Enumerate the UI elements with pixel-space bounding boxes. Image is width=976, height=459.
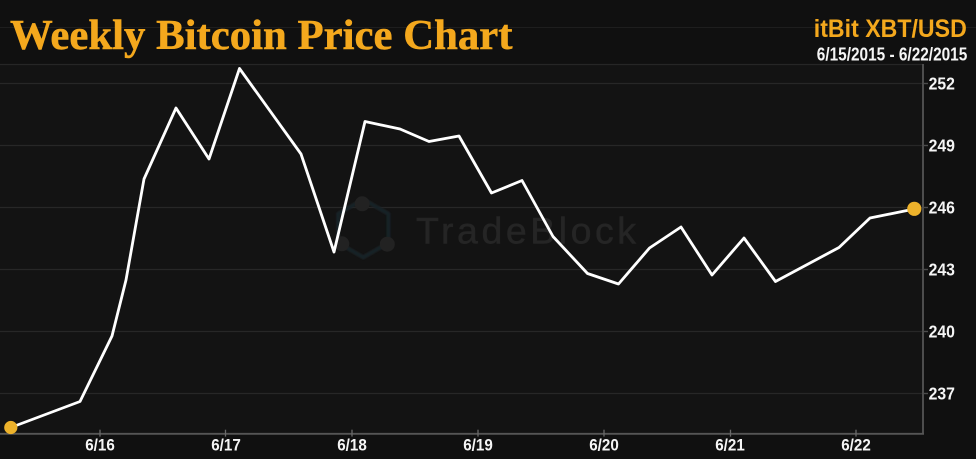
svg-text:6/21: 6/21 [715, 437, 745, 455]
svg-text:6/22: 6/22 [841, 437, 871, 455]
svg-text:6/17: 6/17 [211, 437, 241, 455]
svg-text:252: 252 [929, 73, 956, 93]
svg-text:6/18: 6/18 [337, 437, 367, 455]
svg-text:237: 237 [929, 383, 955, 403]
svg-text:itBit XBT/USD: itBit XBT/USD [814, 15, 967, 43]
svg-text:6/15/2015 - 6/22/2015: 6/15/2015 - 6/22/2015 [817, 45, 968, 65]
svg-text:246: 246 [929, 197, 956, 217]
svg-text:TradeBlock: TradeBlock [416, 209, 636, 251]
svg-text:240: 240 [929, 321, 956, 341]
svg-text:6/19: 6/19 [463, 437, 493, 455]
svg-text:249: 249 [929, 135, 956, 155]
svg-text:6/20: 6/20 [589, 437, 619, 455]
svg-text:243: 243 [929, 259, 956, 279]
svg-text:6/16: 6/16 [85, 437, 115, 455]
svg-text:Weekly Bitcoin Price Chart: Weekly Bitcoin Price Chart [10, 12, 513, 59]
